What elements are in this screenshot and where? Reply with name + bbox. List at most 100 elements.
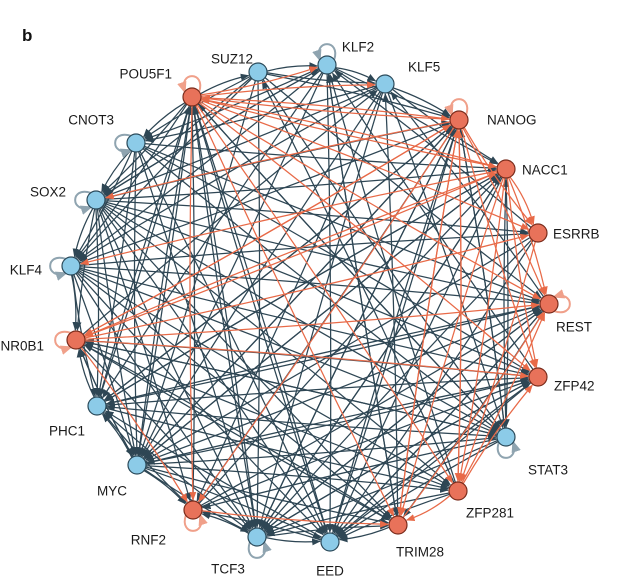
edge-pou5f1-to-tcf3	[192, 105, 258, 528]
edge-nanog-to-tcf3	[260, 127, 456, 529]
node-rnf2[interactable]	[183, 500, 203, 520]
edge-pou5f1-to-suz12	[200, 73, 250, 95]
edge-suz12-to-nanog	[266, 73, 451, 119]
edge-trim28-to-nanog	[398, 129, 460, 517]
edge-nacc1-to-myc	[144, 174, 500, 460]
node-myc[interactable]	[127, 455, 147, 475]
node-stat3[interactable]	[496, 427, 516, 447]
label-nanog: NANOG	[487, 113, 537, 128]
edge-nanog-to-rnf2	[198, 127, 455, 503]
node-nacc1[interactable]	[496, 159, 516, 179]
node-zfp42[interactable]	[528, 367, 548, 387]
node-sox2[interactable]	[86, 190, 106, 210]
edge-tcf3-to-pou5f1	[191, 106, 257, 529]
edge-klf2-to-klf4	[78, 70, 321, 261]
label-zfp42: ZFP42	[554, 379, 595, 394]
edge-myc-to-phc1	[102, 413, 133, 458]
node-suz12[interactable]	[248, 62, 268, 82]
node-zfp281[interactable]	[448, 481, 468, 501]
edge-rest-to-tcf3	[264, 309, 543, 532]
label-klf5: KLF5	[408, 60, 440, 75]
edge-pou5f1-to-rest	[199, 100, 542, 300]
edge-cnot3-to-rest	[144, 145, 541, 301]
self-loop-klf4	[49, 256, 68, 281]
panel-label: b	[22, 26, 32, 45]
edge-zfp281-to-rest	[461, 312, 546, 484]
label-rest: REST	[556, 320, 592, 335]
node-klf2[interactable]	[317, 55, 337, 75]
edge-pou5f1-to-stat3	[197, 103, 500, 431]
edge-pou5f1-to-rnf2	[189, 105, 197, 501]
edge-myc-to-eed	[145, 467, 322, 539]
label-trim28: TRIM28	[396, 545, 444, 560]
edge-pou5f1-to-zfp281	[196, 104, 453, 484]
label-eed: EED	[316, 564, 344, 579]
edge-pou5f1-to-klf4	[76, 103, 188, 259]
edge-nr0b1-to-stat3	[84, 341, 498, 437]
label-tcf3: TCF3	[211, 562, 245, 577]
edge-pou5f1-to-klf5	[200, 81, 376, 98]
node-nanog[interactable]	[449, 110, 469, 130]
self-loop-rnf2	[183, 513, 208, 532]
edge-zfp281-to-nr0b1	[84, 343, 450, 489]
edge-suz12-to-tcf3	[253, 80, 261, 528]
self-loop-cnot3	[114, 133, 133, 158]
label-phc1: PHC1	[49, 424, 85, 439]
edge-pou5f1-to-klf2	[200, 66, 319, 96]
edge-zfp281-to-nanog	[455, 129, 463, 483]
edge-rnf2-to-nacc1	[198, 175, 500, 504]
self-loop-tcf3	[247, 540, 272, 559]
edge-zfp42-to-myc	[145, 378, 530, 465]
node-cnot3[interactable]	[126, 133, 146, 153]
edge-pou5f1-to-zfp42	[198, 102, 531, 372]
edge-rnf2-to-zfp42	[201, 379, 530, 508]
node-klf5[interactable]	[375, 74, 395, 94]
edge-nacc1-to-trim28	[399, 177, 504, 517]
edge-klf5-to-rnf2	[196, 91, 382, 502]
edge-nacc1-to-klf4	[79, 170, 498, 266]
edge-nacc1-to-tcf3	[262, 176, 502, 530]
edge-klf5-to-tcf3	[258, 92, 384, 529]
edge-klf4-to-esrrb	[79, 230, 529, 267]
node-nr0b1[interactable]	[66, 330, 86, 350]
node-eed[interactable]	[320, 532, 340, 552]
edge-klf2-to-klf5	[335, 67, 377, 82]
edge-trim28-to-eed	[338, 526, 390, 543]
edge-stat3-to-nacc1	[502, 178, 510, 429]
edge-cnot3-to-eed	[139, 150, 327, 534]
self-loop-rest	[552, 289, 571, 314]
node-tcf3[interactable]	[247, 527, 267, 547]
edge-cnot3-to-tcf3	[138, 151, 256, 529]
edge-trim28-to-klf2	[326, 74, 398, 517]
label-pou5f1: POU5F1	[119, 67, 172, 82]
edge-nr0b1-to-rnf2	[80, 347, 188, 503]
edge-myc-to-zfp42	[145, 377, 530, 464]
edge-nr0b1-to-nanog	[83, 124, 452, 337]
node-phc1[interactable]	[87, 396, 107, 416]
gene-nodes	[61, 55, 559, 552]
edge-esrrb-to-zfp281	[460, 241, 536, 483]
edge-nacc1-to-esrrb	[509, 176, 535, 225]
edge-stat3-to-phc1	[106, 404, 498, 437]
edge-trim28-to-rest	[402, 311, 544, 518]
edge-cnot3-to-sox2	[101, 149, 132, 193]
edge-eed-to-rest	[335, 310, 543, 536]
edge-klf5-to-myc	[141, 91, 381, 458]
node-trim28[interactable]	[388, 515, 408, 535]
label-sox2: SOX2	[30, 185, 66, 200]
edge-rest-to-eed	[336, 310, 544, 536]
label-nacc1: NACC1	[522, 163, 568, 178]
edge-eed-to-zfp42	[336, 382, 531, 537]
edge-klf4-to-myc	[73, 274, 136, 457]
edge-nacc1-to-zfp42	[506, 177, 539, 368]
node-esrrb[interactable]	[528, 223, 548, 243]
node-rest[interactable]	[539, 294, 559, 314]
node-klf4[interactable]	[61, 256, 81, 276]
edge-zfp281-to-zfp42	[462, 384, 533, 484]
label-esrrb: ESRRB	[553, 227, 600, 242]
node-pou5f1[interactable]	[182, 87, 202, 107]
edge-tcf3-to-eed	[265, 536, 321, 546]
edge-rnf2-to-trim28	[201, 510, 389, 528]
edge-phc1-to-nr0b1	[76, 348, 95, 398]
